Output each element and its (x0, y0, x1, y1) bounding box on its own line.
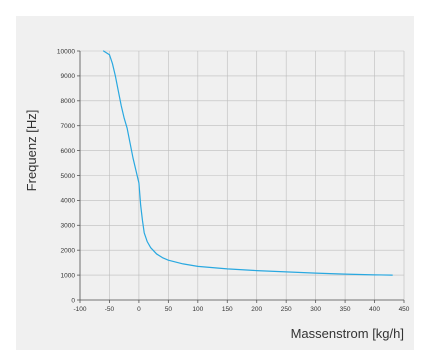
tick-labels: 0100020003000400050006000700080009000100… (57, 48, 410, 313)
y-tick-label: 8000 (61, 98, 76, 105)
series (102, 50, 393, 276)
y-tick-label: 0 (71, 297, 75, 304)
x-tick-label: 0 (137, 306, 141, 313)
y-tick-label: 2000 (61, 248, 76, 255)
chart-panel: 0 1000 2000 3000 4000 5000 6000 7000 8000 9000 100… (16, 16, 414, 350)
x-axis-title: Massenstrom [kg/h] (291, 326, 404, 341)
x-tick-label: 200 (251, 306, 262, 313)
axes (77, 50, 405, 303)
y-tick-label: 10000 (57, 48, 75, 55)
line-chart: 0100020003000400050006000700080009000100… (24, 48, 410, 341)
y-tick-label: 7000 (61, 123, 76, 130)
grid (79, 50, 405, 301)
x-tick-label: 50 (165, 306, 173, 313)
y-tick-label: 1000 (61, 272, 76, 279)
x-tick-label: -100 (73, 306, 86, 313)
y-tick-label: 5000 (61, 173, 76, 180)
y-tick-label: 3000 (61, 223, 76, 230)
y-tick-label: 9000 (61, 73, 76, 80)
x-tick-label: 250 (281, 306, 292, 313)
x-tick-label: 350 (340, 306, 351, 313)
x-tick-label: 300 (310, 306, 321, 313)
x-tick-label: -50 (105, 306, 115, 313)
y-tick-label: 4000 (61, 198, 76, 205)
x-tick-label: 400 (369, 306, 380, 313)
x-tick-label: 100 (192, 306, 203, 313)
x-tick-label: 150 (222, 306, 233, 313)
series-line (102, 50, 393, 276)
y-axis-title: Frequenz [Hz] (24, 110, 39, 192)
x-tick-label: 450 (399, 306, 410, 313)
y-tick-label: 6000 (61, 148, 76, 155)
